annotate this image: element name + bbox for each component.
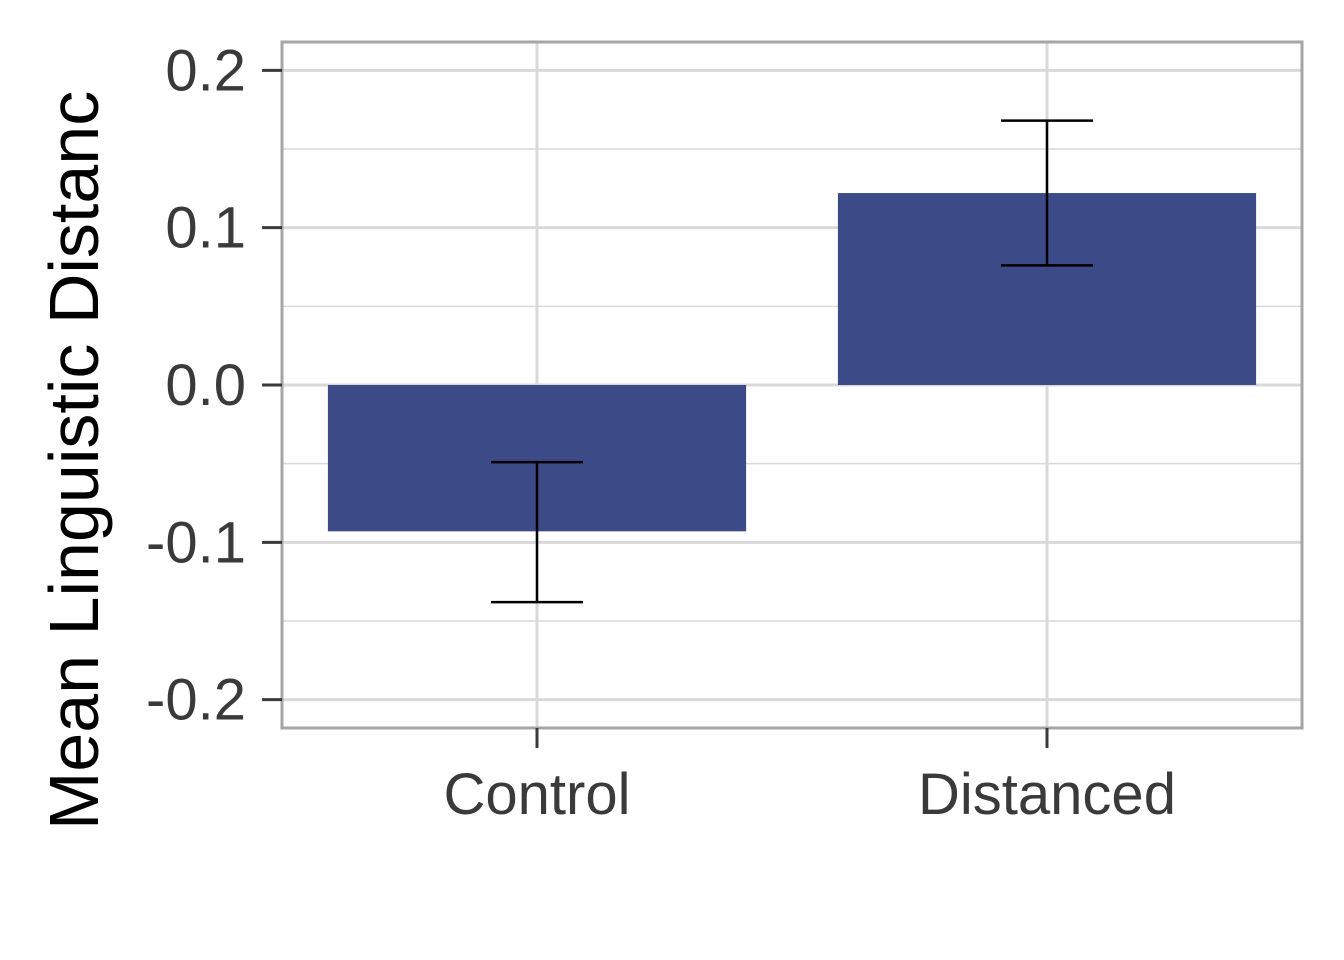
- bars: [327, 193, 1257, 532]
- x-tick-label: Distanced: [918, 762, 1176, 827]
- y-tick-label: -0.1: [146, 510, 246, 575]
- error-bars: [491, 119, 1093, 604]
- y-tick-label: 0.1: [165, 196, 246, 261]
- y-tick-label: 0.2: [165, 38, 246, 103]
- y-tick-label: -0.2: [146, 668, 246, 733]
- x-tick-label: Control: [444, 762, 631, 827]
- axis-ticks: [262, 68, 1049, 748]
- tick-labels: -0.2 -0.1 0.0 0.1 0.2 Control Distanced: [146, 38, 1176, 827]
- y-tick-label: 0.0: [165, 353, 246, 418]
- y-axis-title: Mean Linguistic Distanc: [35, 91, 113, 830]
